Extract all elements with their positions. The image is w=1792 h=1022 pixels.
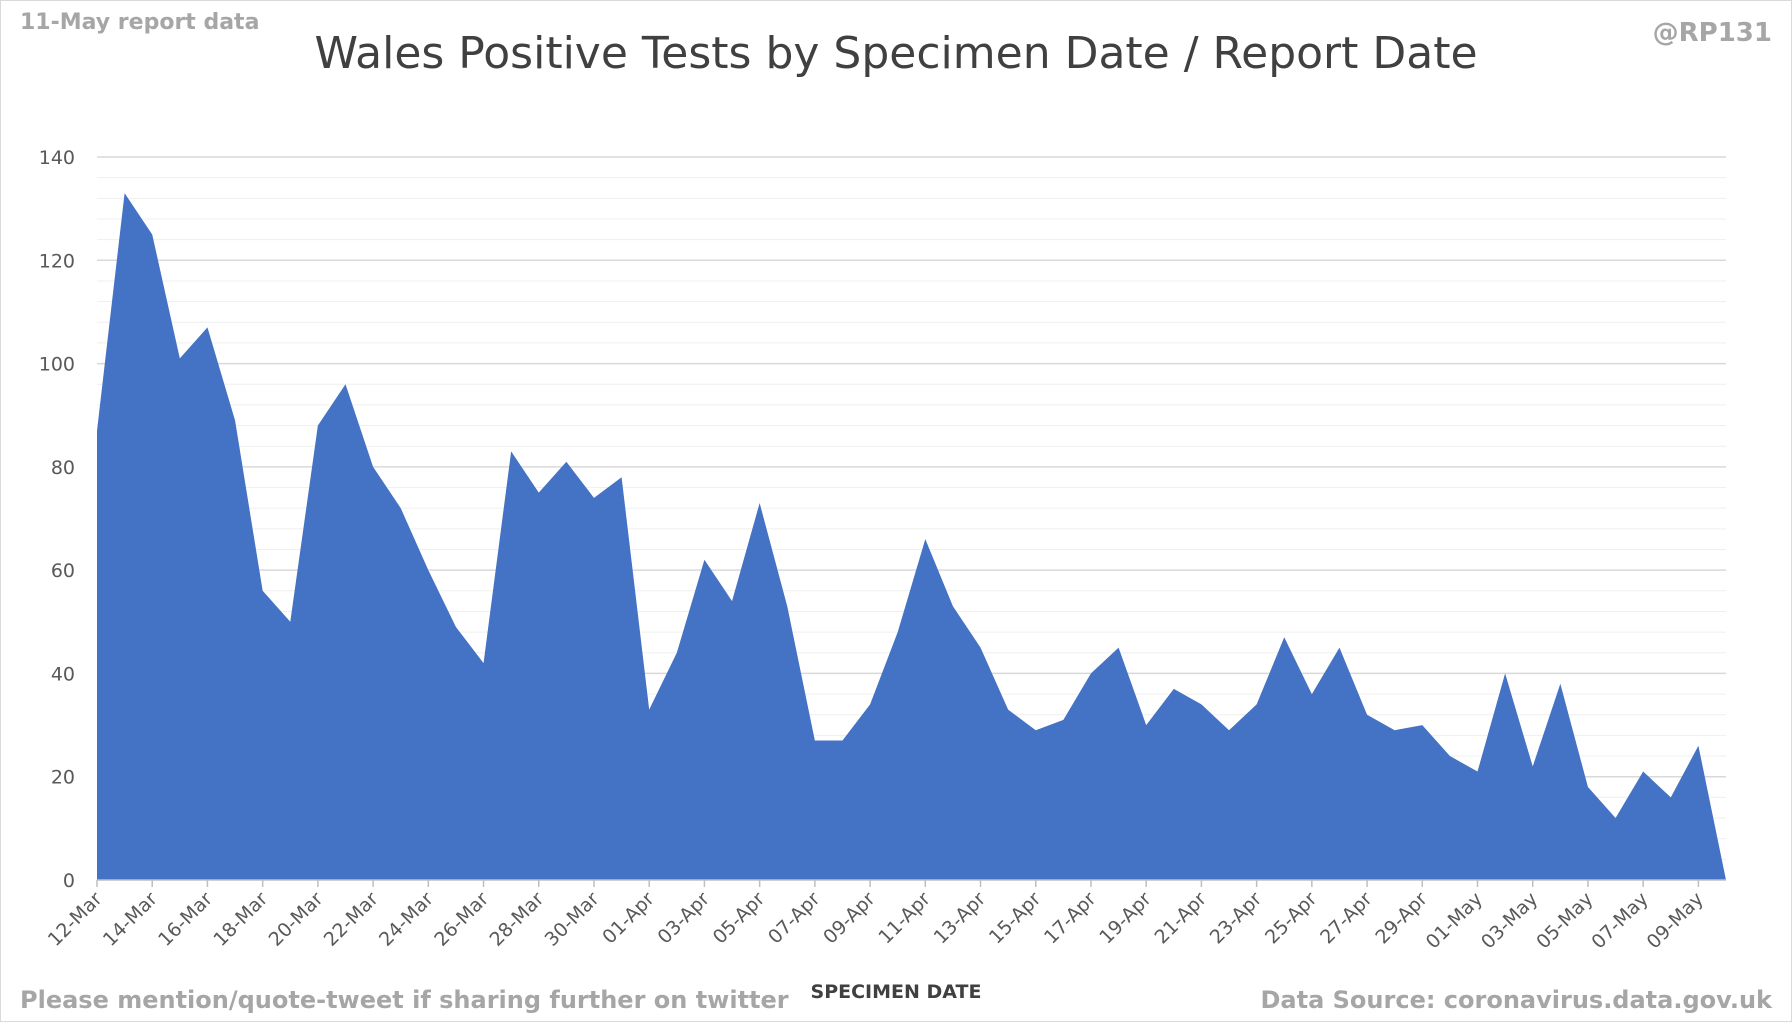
plot-area [97,193,1726,880]
x-tick-label: 30-Mar [541,888,604,951]
x-tick-label: 09-May [1643,888,1708,953]
y-tick-label: 100 [39,354,75,376]
x-tick-label: 24-Mar [375,888,438,951]
x-axis-title: SPECIMEN DATE [810,981,982,1003]
x-tick-label: 20-Mar [265,888,328,951]
author-handle: @RP131 [1652,18,1772,48]
x-tick-label: 01-May [1422,888,1487,953]
y-tick-label: 140 [39,147,75,169]
y-tick-label: 20 [51,767,75,789]
series-area [97,193,1726,880]
x-tick-label: 21-Apr [1150,888,1211,949]
x-tick-label: 09-Apr [819,888,880,949]
x-tick-label: 11-Apr [874,888,935,949]
x-tick-label: 12-Mar [44,888,107,951]
x-tick-label: 27-Apr [1316,888,1377,949]
x-tick-label: 16-Mar [154,888,217,951]
x-tick-label: 03-May [1477,888,1542,953]
x-tick-label: 25-Apr [1261,888,1322,949]
x-tick-label: 18-Mar [209,888,272,951]
x-tick-label: 26-Mar [430,888,493,951]
x-tick-label: 19-Apr [1095,888,1156,949]
report-date-label: 11-May report data [20,10,260,35]
y-tick-label: 40 [51,663,75,685]
y-tick-label: 60 [51,560,75,582]
chart-title: Wales Positive Tests by Specimen Date / … [314,28,1478,79]
x-tick-label: 07-May [1587,888,1652,953]
x-tick-label: 15-Apr [985,888,1046,949]
x-tick-label: 03-Apr [654,888,715,949]
x-tick-label: 13-Apr [930,888,991,949]
sharing-note: Please mention/quote-tweet if sharing fu… [20,986,789,1014]
data-source-note: Data Source: coronavirus.data.gov.uk [1260,986,1773,1014]
x-tick-label: 28-Mar [485,888,548,951]
x-tick-label: 05-May [1532,888,1597,953]
y-tick-label: 80 [51,457,75,479]
y-axis-ticks: 0 20 40 60 80 100 120 140 [39,147,75,892]
x-tick-label: 23-Apr [1206,888,1267,949]
x-tick-label: 05-Apr [709,888,770,949]
y-tick-label: 0 [63,870,75,892]
x-tick-label: 14-Mar [99,888,162,951]
x-tick-label: 07-Apr [764,888,825,949]
x-axis-ticks: 12-Mar14-Mar16-Mar18-Mar20-Mar22-Mar24-M… [44,880,1708,953]
x-tick-label: 01-Apr [598,888,659,949]
x-tick-label: 17-Apr [1040,888,1101,949]
x-tick-label: 22-Mar [320,888,383,951]
y-tick-label: 120 [39,250,75,272]
